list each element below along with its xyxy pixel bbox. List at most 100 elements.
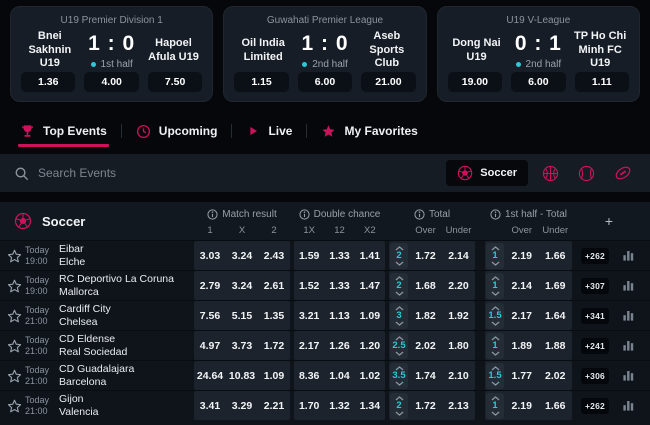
chevron-down-icon[interactable] [395,411,404,416]
odds-cell[interactable]: 1.41 [359,249,381,262]
odds-cell[interactable]: 1.66 [545,399,566,412]
odds-cell[interactable]: 1.92 [448,309,469,322]
odds-cell[interactable]: 8.36 [298,369,320,382]
event-teams[interactable]: Gijon Valencia [59,393,99,418]
total-line-stepper[interactable]: 1 [486,272,504,299]
odds-cell[interactable]: 3.41 [199,399,221,412]
odds-button[interactable]: 6.00 [297,72,353,92]
more-markets-count[interactable]: +306 [581,367,609,384]
info-icon[interactable] [207,209,218,220]
chevron-down-icon[interactable] [491,381,500,386]
odds-cell[interactable]: 1.64 [545,309,566,322]
odds-cell[interactable]: 1.26 [329,339,350,352]
odds-button[interactable]: 6.00 [511,72,566,92]
event-teams[interactable]: Eibar Elche [59,243,86,268]
odds-cell[interactable]: 1.13 [329,309,350,322]
odds-cell[interactable]: 1.89 [511,339,532,352]
odds-cell[interactable]: 1.72 [415,399,436,412]
odds-cell[interactable]: 1.77 [511,369,532,382]
odds-cell[interactable]: 1.66 [545,249,566,262]
more-markets-count[interactable]: +341 [581,307,609,324]
total-line-stepper[interactable]: 1 [486,332,504,359]
total-line-stepper[interactable]: 1.5 [486,302,504,329]
favorite-button[interactable] [5,361,23,390]
odds-cell[interactable]: 1.32 [329,399,350,412]
odds-cell[interactable]: 5.15 [231,309,253,322]
odds-cell[interactable]: 4.97 [199,339,221,352]
chevron-down-icon[interactable] [395,381,404,386]
chevron-down-icon[interactable] [395,291,404,296]
odds-cell[interactable]: 1.47 [359,279,381,292]
event-teams[interactable]: CD Guadalajara Barcelona [59,363,135,388]
odds-cell[interactable]: 2.17 [298,339,320,352]
odds-cell[interactable]: 1.72 [263,339,285,352]
total-line-stepper[interactable]: 2 [390,242,408,269]
chevron-down-icon[interactable] [395,351,404,356]
favorite-button[interactable] [5,391,23,420]
odds-cell[interactable]: 2.43 [263,249,285,262]
odds-cell[interactable]: 1.70 [298,399,320,412]
statistics-button[interactable] [618,241,638,270]
odds-cell[interactable]: 2.20 [448,279,469,292]
statistics-button[interactable] [618,301,638,330]
odds-cell[interactable]: 2.61 [263,279,285,292]
odds-cell[interactable]: 3.73 [231,339,253,352]
total-line-stepper[interactable]: 2 [390,392,408,419]
odds-cell[interactable]: 1.69 [545,279,566,292]
favorite-button[interactable] [5,271,23,300]
favorite-button[interactable] [5,331,23,360]
event-teams[interactable]: RC Deportivo La Coruna Mallorca [59,273,174,298]
total-line-stepper[interactable]: 3 [390,302,408,329]
more-markets-button[interactable]: + [604,213,614,229]
odds-button[interactable]: 7.50 [147,72,203,92]
volleyball-icon[interactable] [578,165,595,182]
info-icon[interactable] [490,209,501,220]
odds-button[interactable]: 1.36 [21,72,76,92]
search-input[interactable] [38,166,447,180]
statistics-button[interactable] [618,391,638,420]
odds-cell[interactable]: 1.68 [415,279,436,292]
total-line-stepper[interactable]: 1 [486,392,504,419]
odds-cell[interactable]: 1.88 [545,339,566,352]
odds-cell[interactable]: 1.82 [415,309,436,322]
odds-cell[interactable]: 2.14 [511,279,532,292]
total-line-stepper[interactable]: 1 [486,242,504,269]
odds-cell[interactable]: 2.21 [263,399,285,412]
statistics-button[interactable] [618,361,638,390]
event-teams[interactable]: CD Eldense Real Sociedad [59,333,128,358]
odds-cell[interactable]: 1.09 [263,369,285,382]
odds-cell[interactable]: 2.14 [448,249,469,262]
info-icon[interactable] [414,209,425,220]
chevron-down-icon[interactable] [491,411,500,416]
odds-button[interactable]: 1.11 [574,72,629,92]
odds-cell[interactable]: 1.20 [359,339,381,352]
odds-cell[interactable]: 1.72 [415,249,436,262]
chevron-down-icon[interactable] [491,321,500,326]
favorite-button[interactable] [5,301,23,330]
odds-cell[interactable]: 1.35 [263,309,285,322]
odds-cell[interactable]: 2.17 [511,309,532,322]
total-line-stepper[interactable]: 2 [390,272,408,299]
odds-cell[interactable]: 2.79 [199,279,221,292]
odds-cell[interactable]: 2.13 [448,399,469,412]
info-icon[interactable] [299,209,310,220]
odds-cell[interactable]: 1.33 [329,249,350,262]
odds-button[interactable]: 19.00 [447,72,503,92]
tab-live[interactable]: Live [232,108,306,154]
chevron-down-icon[interactable] [395,261,404,266]
more-markets-count[interactable]: +307 [581,277,609,294]
more-markets-count[interactable]: +262 [581,247,609,264]
odds-cell[interactable]: 3.29 [231,399,253,412]
odds-cell[interactable]: 1.59 [298,249,320,262]
odds-cell[interactable]: 24.64 [196,369,224,382]
more-markets-count[interactable]: +262 [581,397,609,414]
odds-cell[interactable]: 1.33 [329,279,350,292]
basketball-icon[interactable] [542,165,559,182]
sport-filter-soccer[interactable]: Soccer [446,160,528,186]
chevron-down-icon[interactable] [491,351,500,356]
favorite-button[interactable] [5,241,23,270]
chevron-down-icon[interactable] [491,261,500,266]
odds-cell[interactable]: 2.10 [448,369,469,382]
odds-cell[interactable]: 2.02 [415,339,436,352]
odds-cell[interactable]: 2.02 [545,369,566,382]
